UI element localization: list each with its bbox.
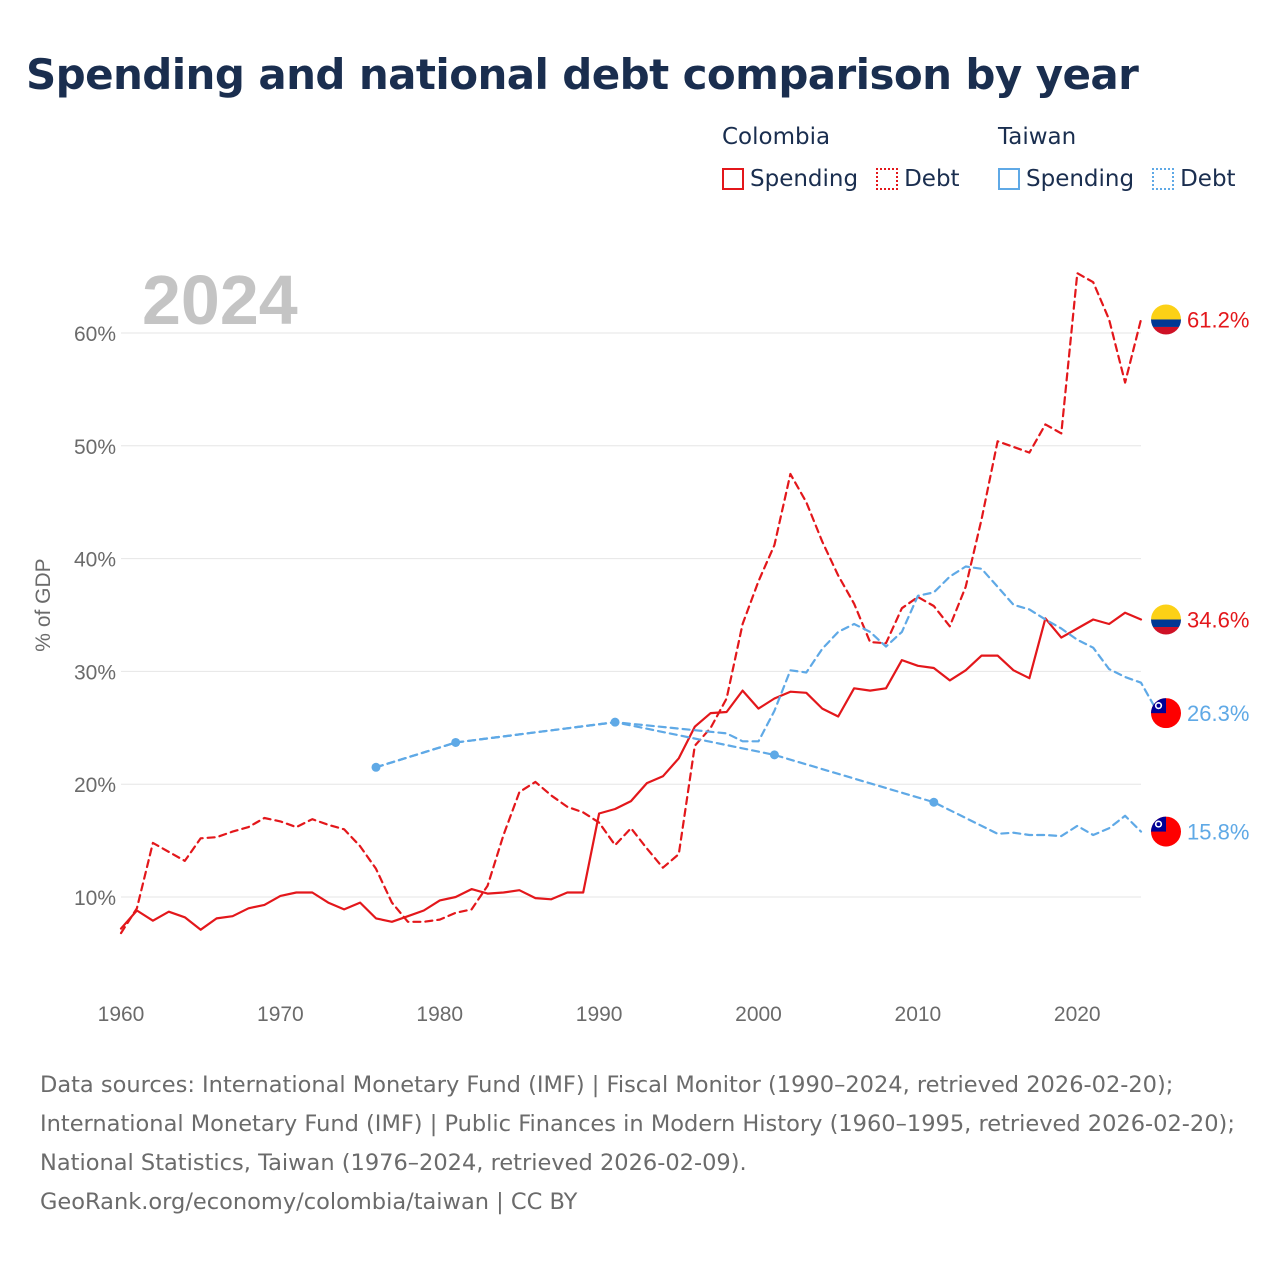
legend-taiwan: Taiwan Spending Debt [998,124,1254,192]
x-tick-label: 2020 [1054,1003,1101,1026]
series-line-taiwan-spending [374,721,1143,838]
series-line-taiwan-debt [374,565,1174,769]
flag-sun-ring [1156,822,1161,827]
y-tick-label: 50% [74,436,116,459]
legend-colombia-debt[interactable]: Debt [876,166,960,192]
line-chart: 10% 20% 30% 40% 50% 60% 1960 1970 1980 1990 2000 20… [32,261,1249,1026]
data-point-marker [610,717,620,727]
legend-country-colombia: Colombia [722,124,831,150]
end-value-label: 15.8% [1187,820,1249,845]
end-value-label: 34.6% [1187,608,1249,633]
colombia-flag-icon [1151,304,1181,335]
x-tick-label: 1980 [416,1003,463,1026]
legend-taiwan-spending[interactable]: Spending [998,166,1134,192]
end-value-label: 61.2% [1187,307,1249,332]
chart-title: Spending and national debt comparison by… [26,50,1139,99]
taiwan-flag-icon [1151,698,1181,729]
series-line-colombia-debt [119,272,1143,935]
y-axis-label: % of GDP [32,558,55,651]
data-point-marker [371,762,381,772]
flag-stripe-red [1151,326,1181,335]
y-tick-label: 10% [74,887,116,910]
flag-stripe-blue [1151,319,1181,327]
credit-link[interactable]: GeoRank.org/economy/colombia/taiwan | CC… [40,1189,578,1215]
data-point-marker [769,750,779,760]
solid-swatch-icon [722,168,744,190]
y-tick-label: 30% [74,661,116,684]
legend-colombia-spending[interactable]: Spending [722,166,858,192]
data-sources: Data sources: International Monetary Fun… [40,1072,1235,1176]
x-tick-label: 1960 [98,1003,145,1026]
x-tick-label: 2010 [895,1003,942,1026]
legend-label: Spending [750,166,859,192]
legend-label: Debt [904,166,960,192]
year-label: 2024 [142,261,298,339]
colombia-flag-icon [1151,604,1181,635]
footer: Data sources: International Monetary Fun… [40,1066,1240,1222]
flag-sun-ring [1156,703,1161,708]
dotted-swatch-icon [876,168,899,190]
legend-label: Spending [1026,166,1135,192]
x-tick-label: 1970 [257,1003,304,1026]
flag-stripe-red [1151,627,1181,635]
taiwan-flag-icon [1151,816,1181,847]
data-point-marker [929,797,939,807]
y-tick-label: 40% [74,549,116,572]
y-tick-label: 60% [74,323,116,346]
x-tick-label: 2000 [735,1003,782,1026]
solid-swatch-icon [998,168,1020,190]
flag-stripe-yellow [1151,304,1181,320]
data-point-marker [451,737,461,747]
legend-country-taiwan: Taiwan [998,124,1077,150]
dotted-swatch-icon [1152,168,1175,190]
flag-stripe-blue [1151,619,1181,628]
end-value-label: 26.3% [1187,701,1249,726]
legend-colombia: Colombia Spending Debt [722,124,978,192]
legend-taiwan-debt[interactable]: Debt [1152,166,1236,192]
legend-label: Debt [1180,166,1236,192]
y-tick-label: 20% [74,774,116,797]
x-tick-label: 1990 [576,1003,623,1026]
flag-stripe-yellow [1151,604,1181,620]
series-line-colombia-spending [119,611,1143,931]
